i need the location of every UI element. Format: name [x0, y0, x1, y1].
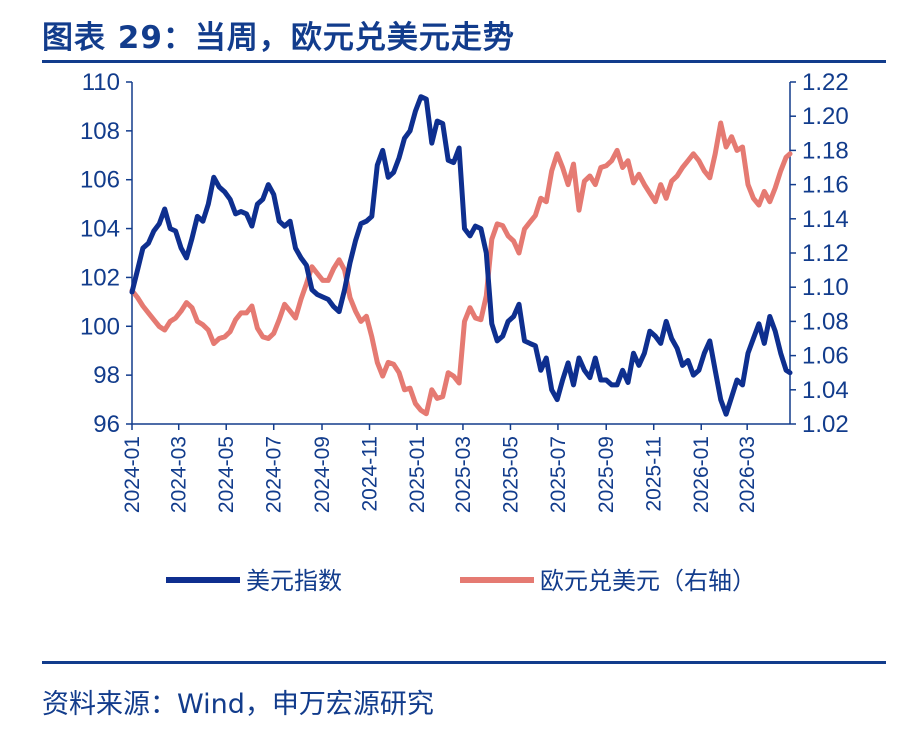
right-tick-label: 1.16: [802, 172, 849, 199]
left-tick-label: 110: [82, 69, 120, 96]
chart-legend: 美元指数 欧元兑美元（右轴）: [166, 567, 756, 595]
right-tick-label: 1.06: [802, 343, 849, 370]
title-rule: [42, 60, 886, 63]
series-line-usd-index: [129, 94, 793, 417]
left-tick-label: 102: [80, 264, 120, 291]
left-tick-label: 98: [93, 362, 120, 389]
left-tick-label: 106: [80, 167, 120, 194]
left-tick-label: 96: [93, 411, 120, 438]
x-tick-label: 2025-07: [547, 436, 570, 513]
legend-usd-index-label: 美元指数: [246, 567, 342, 595]
x-tick-label: 2024-09: [311, 436, 334, 513]
right-tick-label: 1.14: [802, 206, 849, 233]
right-tick-label: 1.20: [802, 103, 849, 130]
series-line-eurusd: [129, 120, 793, 417]
line-chart: 96 98 100 102 104 106 108 110 1.02 1.04 1.06 1.08 1.…: [80, 69, 849, 595]
x-tick-label: 2025-11: [643, 436, 666, 512]
x-tick-label: 2025-09: [595, 436, 618, 513]
right-tick-label: 1.08: [802, 308, 849, 335]
x-tick-label: 2024-07: [263, 436, 286, 513]
right-tick-label: 1.18: [802, 137, 849, 164]
right-tick-label: 1.04: [802, 377, 849, 404]
left-tick-label: 104: [80, 216, 120, 243]
footer-rule: [42, 661, 886, 664]
right-tick-label: 1.02: [802, 411, 849, 438]
left-tick-label: 100: [80, 313, 120, 340]
x-tick-label: 2024-01: [121, 436, 144, 513]
x-tick-label: 2024-03: [168, 436, 191, 513]
x-tick-label: 2025-03: [452, 436, 475, 513]
chart-title: 图表 29：当周，欧元兑美元走势: [42, 20, 515, 56]
legend-eurusd-label: 欧元兑美元（右轴）: [540, 567, 756, 595]
x-tick-label: 2024-11: [359, 436, 382, 512]
right-tick-label: 1.10: [802, 274, 849, 301]
chart-axes: 96 98 100 102 104 106 108 110 1.02 1.04 1.06 1.08 1.…: [80, 69, 849, 513]
left-tick-label: 108: [80, 118, 120, 145]
x-tick-label: 2025-01: [406, 436, 429, 513]
x-tick-label: 2026-01: [690, 436, 713, 513]
x-tick-label: 2024-05: [215, 436, 238, 513]
right-tick-label: 1.12: [802, 240, 849, 267]
x-tick-label: 2026-03: [736, 436, 759, 513]
series-layer: [129, 94, 793, 417]
source-note: 资料来源：Wind，申万宏源研究: [42, 689, 434, 720]
right-tick-label: 1.22: [802, 69, 849, 96]
x-tick-label: 2025-05: [499, 436, 522, 513]
